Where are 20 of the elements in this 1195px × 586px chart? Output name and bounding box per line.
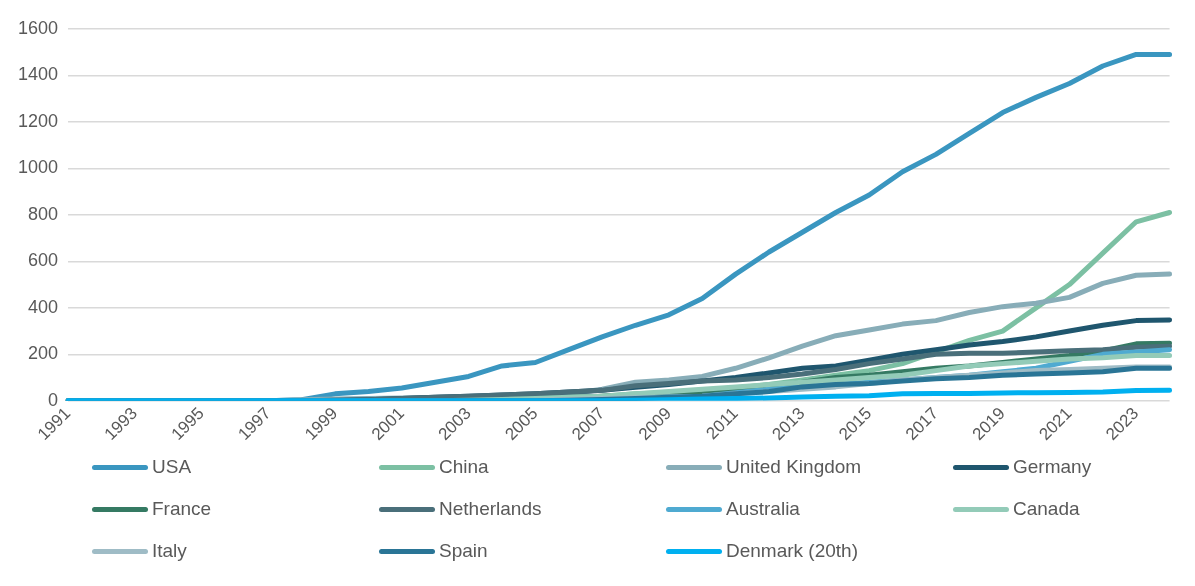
legend-label: Canada bbox=[1013, 498, 1080, 520]
y-tick-label: 0 bbox=[48, 389, 59, 410]
legend-label: Spain bbox=[439, 540, 488, 562]
y-tick-label: 1200 bbox=[18, 110, 59, 131]
legend-label: Netherlands bbox=[439, 498, 542, 520]
y-tick-label: 600 bbox=[28, 250, 59, 271]
legend-label: USA bbox=[152, 456, 192, 478]
y-tick-label: 1000 bbox=[18, 157, 59, 178]
legend-label: Italy bbox=[152, 540, 187, 562]
legend-label: France bbox=[152, 498, 212, 520]
y-tick-label: 800 bbox=[28, 203, 59, 224]
y-tick-label: 1400 bbox=[18, 64, 59, 85]
y-tick-label: 400 bbox=[28, 296, 59, 317]
y-tick-label: 200 bbox=[28, 343, 59, 364]
legend-label: United Kingdom bbox=[726, 456, 862, 478]
legend-label: Australia bbox=[726, 498, 800, 520]
y-tick-label: 1600 bbox=[18, 17, 59, 38]
legend-label: Germany bbox=[1013, 456, 1092, 478]
legend-label: China bbox=[439, 456, 489, 478]
legend-label: Denmark (20th) bbox=[726, 540, 858, 562]
